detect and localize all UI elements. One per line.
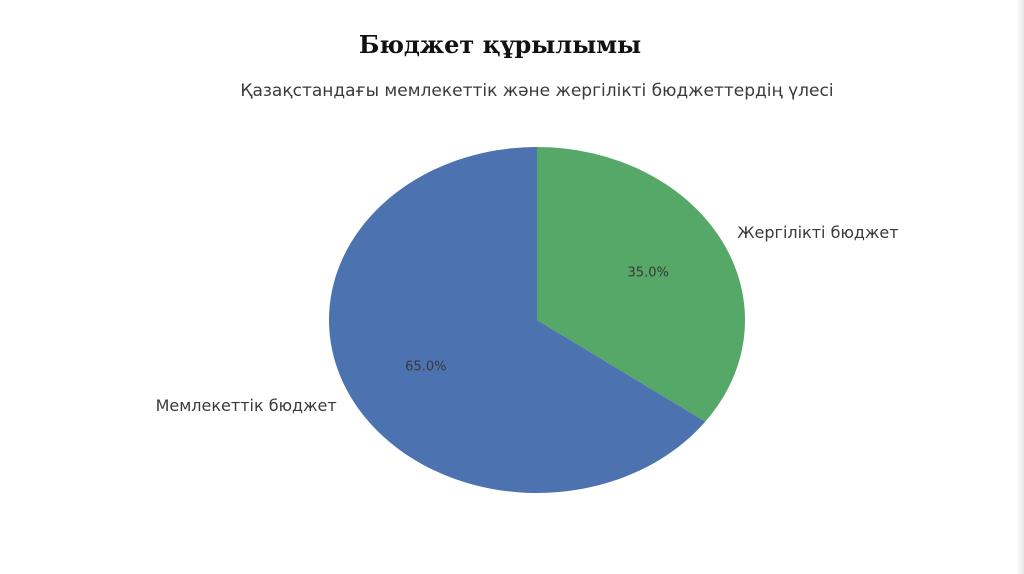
slice-percent-label: 35.0% bbox=[628, 265, 669, 280]
slide-title: Бюджет құрылымы bbox=[358, 30, 642, 59]
chart-title: Қазақстандағы мемлекеттік және жергілікт… bbox=[240, 81, 833, 101]
slide-edge-shadow bbox=[1016, 0, 1024, 574]
pie-slice-0 bbox=[537, 147, 745, 422]
slice-category-label: Мемлекеттік бюджет bbox=[156, 396, 337, 415]
slice-category-label: Жергілікті бюджет bbox=[737, 223, 898, 242]
pie-labels: 35.0% Жергілікті бюджет 65.0% Мемлекеттік б… bbox=[156, 223, 899, 415]
pie-slice-1 bbox=[329, 147, 706, 493]
pie-slices bbox=[329, 147, 745, 493]
slice-percent-label: 65.0% bbox=[405, 360, 446, 375]
